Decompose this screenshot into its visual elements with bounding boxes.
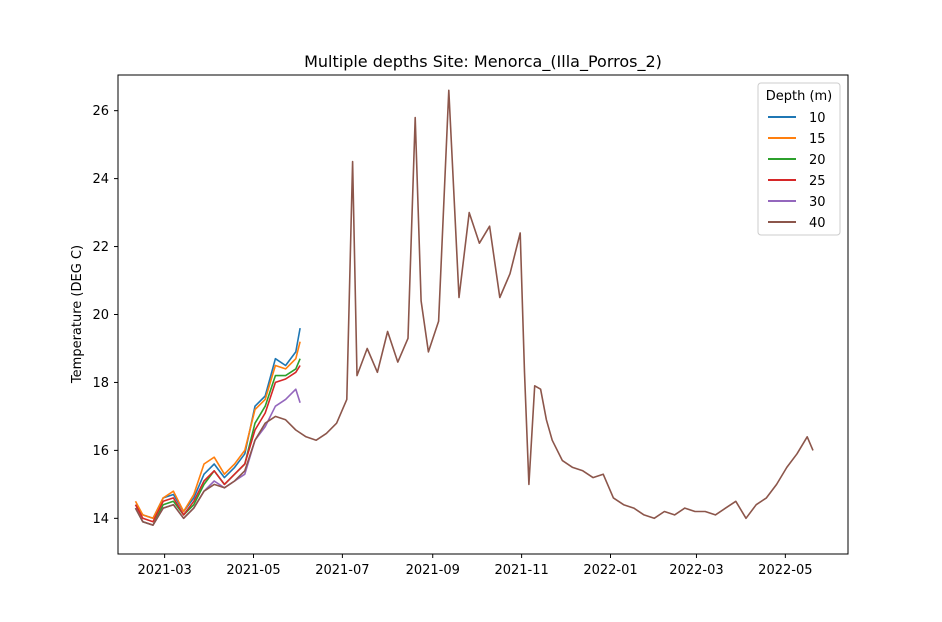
x-tick-label: 2021-03 [137,563,191,578]
y-tick-label: 24 [92,172,109,187]
legend-label-10: 10 [809,111,826,126]
legend-title: Depth (m) [766,89,833,104]
legend-label-30: 30 [809,195,826,210]
series-line-40 [134,89,814,526]
x-tick-label: 2022-05 [758,563,812,578]
y-tick-label: 26 [92,104,109,119]
x-tick-label: 2022-03 [669,563,723,578]
chart-title: Multiple depths Site: Menorca_(Illa_Porr… [304,52,662,72]
legend-label-20: 20 [809,153,826,168]
y-axis-title: Temperature (DEG C) [70,245,85,384]
legend-label-40: 40 [809,216,826,231]
plot-area [134,89,814,526]
x-tick-label: 2021-05 [226,563,280,578]
y-tick-label: 18 [92,376,109,391]
legend: Depth (m) 10 15 20 25 30 40 [757,82,841,236]
y-tick-label: 22 [92,240,109,255]
series-line-15 [134,341,301,520]
series-line-25 [134,365,301,523]
x-tick-label: 2021-09 [406,563,460,578]
y-tick-label: 20 [92,308,109,323]
axes: 2021-03 2021-05 2021-07 2021-09 2021-11 2022-… [92,74,849,578]
x-tick-label: 2022-01 [583,563,637,578]
y-tick-label: 14 [92,512,109,527]
x-tick-label: 2021-11 [494,563,548,578]
y-tick-label: 16 [92,444,109,459]
series-line-10 [134,327,301,520]
legend-box [757,82,841,236]
legend-label-15: 15 [809,132,826,147]
legend-label-25: 25 [809,174,826,189]
x-tick-label: 2021-07 [315,563,369,578]
